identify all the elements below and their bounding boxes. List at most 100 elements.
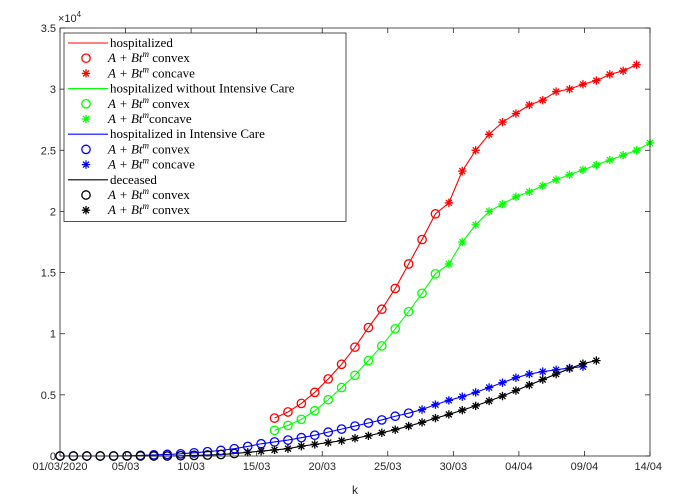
data-point-circle (363, 355, 374, 366)
star-marker-stroke (512, 193, 520, 201)
legend-label: hospitalized (110, 35, 173, 50)
legend-formula: A + Bt (107, 111, 143, 126)
star-marker-stroke (525, 188, 533, 196)
data-point-circle (202, 450, 213, 460)
data-point-star (538, 95, 547, 105)
data-point-star (270, 445, 279, 455)
data-point-star (498, 117, 507, 127)
star-marker-stroke (606, 71, 614, 78)
legend-marker-swatch (81, 98, 91, 109)
data-point-circle (216, 449, 226, 460)
star-marker-stroke (458, 406, 466, 414)
data-point-circle (216, 445, 226, 456)
star-marker-stroke (244, 448, 252, 456)
data-point-star (256, 446, 266, 456)
star-marker-stroke (552, 370, 560, 378)
star-marker-stroke (418, 406, 426, 413)
star-marker-stroke (418, 418, 426, 426)
star-marker-stroke (311, 440, 319, 448)
star-marker-stroke (378, 429, 386, 437)
data-point-circle (350, 421, 360, 431)
y-tick-label: 3 (50, 84, 56, 96)
data-point-circle (269, 425, 280, 436)
star-marker-stroke (485, 384, 493, 391)
legend-formula: A + Bt (107, 96, 143, 111)
data-point-circle (390, 411, 401, 422)
data-point-star (605, 155, 614, 165)
data-point-star (498, 391, 507, 401)
star-marker-stroke (499, 200, 506, 208)
data-point-star (511, 386, 521, 395)
data-point-star (578, 165, 588, 175)
data-point-circle (350, 342, 360, 353)
star-marker-stroke (472, 221, 480, 229)
legend-marker-swatch (81, 160, 91, 169)
x-tick-label: 15/03 (243, 461, 271, 473)
star-marker-stroke (458, 167, 466, 175)
star-marker-stroke (364, 432, 372, 440)
data-point-star (404, 421, 413, 431)
x-axis-label: k (352, 483, 359, 497)
data-point-star (498, 378, 507, 387)
data-point-star (243, 448, 252, 457)
data-point-circle (323, 374, 334, 384)
star-marker-stroke (592, 161, 600, 169)
data-point-star (525, 187, 534, 197)
legend-label: A + Btm concave (107, 64, 195, 80)
data-point-circle (403, 259, 414, 269)
star-marker-stroke (525, 370, 533, 378)
legend-marker-swatch (81, 144, 91, 155)
star-marker-stroke (485, 397, 493, 405)
data-point-star (538, 181, 547, 190)
legend-label: A + Btm convex (107, 140, 190, 156)
data-point-star (578, 359, 588, 368)
y-tick-label: 1.5 (41, 268, 56, 280)
star-marker-stroke (324, 439, 332, 446)
data-point-star (484, 207, 494, 216)
star-marker-stroke (566, 85, 573, 93)
legend-label: A + Btm convex (107, 49, 190, 65)
star-marker-stroke (633, 61, 641, 69)
legend-exponent: m (143, 110, 150, 120)
x-tick-label: 14/04 (634, 461, 662, 473)
star-marker-stroke (499, 379, 506, 387)
legend-formula: A + Bt (107, 187, 143, 202)
x-tick-label: 10/03 (177, 461, 205, 473)
star-marker-stroke (539, 96, 547, 104)
x-tick-label: 30/03 (440, 461, 468, 473)
star-marker-stroke (432, 414, 439, 422)
marker-series-0 (269, 209, 441, 423)
data-point-circle (283, 420, 293, 431)
legend-marker-swatch (81, 114, 91, 124)
data-point-star (484, 130, 494, 139)
legend-label: hospitalized in Intensive Care (110, 126, 265, 141)
star-marker-stroke (82, 161, 90, 169)
legend-formula: A + Bt (107, 50, 143, 65)
series-line-hospitalized-in-intensive-care (60, 366, 583, 457)
data-point-star (538, 375, 547, 384)
star-marker-stroke (633, 146, 641, 154)
data-point-star (364, 431, 373, 441)
star-marker-stroke (566, 171, 573, 179)
data-point-circle (376, 304, 387, 315)
data-point-circle (283, 435, 293, 445)
plot-frame (59, 27, 651, 457)
data-point-circle (296, 432, 307, 443)
star-marker-stroke (552, 88, 560, 96)
star-marker-stroke (271, 446, 278, 454)
star-marker-stroke (592, 77, 600, 85)
data-point-star (525, 100, 534, 110)
star-marker-stroke (539, 368, 547, 376)
marker-series-7 (243, 356, 601, 457)
data-point-circle (336, 382, 347, 393)
data-point-star (417, 405, 427, 414)
data-point-circle (296, 414, 307, 425)
star-marker-stroke (445, 199, 453, 207)
star-marker-stroke (619, 67, 627, 75)
legend-exponent: m (143, 156, 150, 166)
data-point-star (592, 356, 601, 365)
y-tick-label: 2.5 (41, 145, 56, 157)
data-point-star (565, 364, 574, 373)
star-marker-stroke (539, 182, 547, 190)
data-point-star (431, 400, 440, 409)
